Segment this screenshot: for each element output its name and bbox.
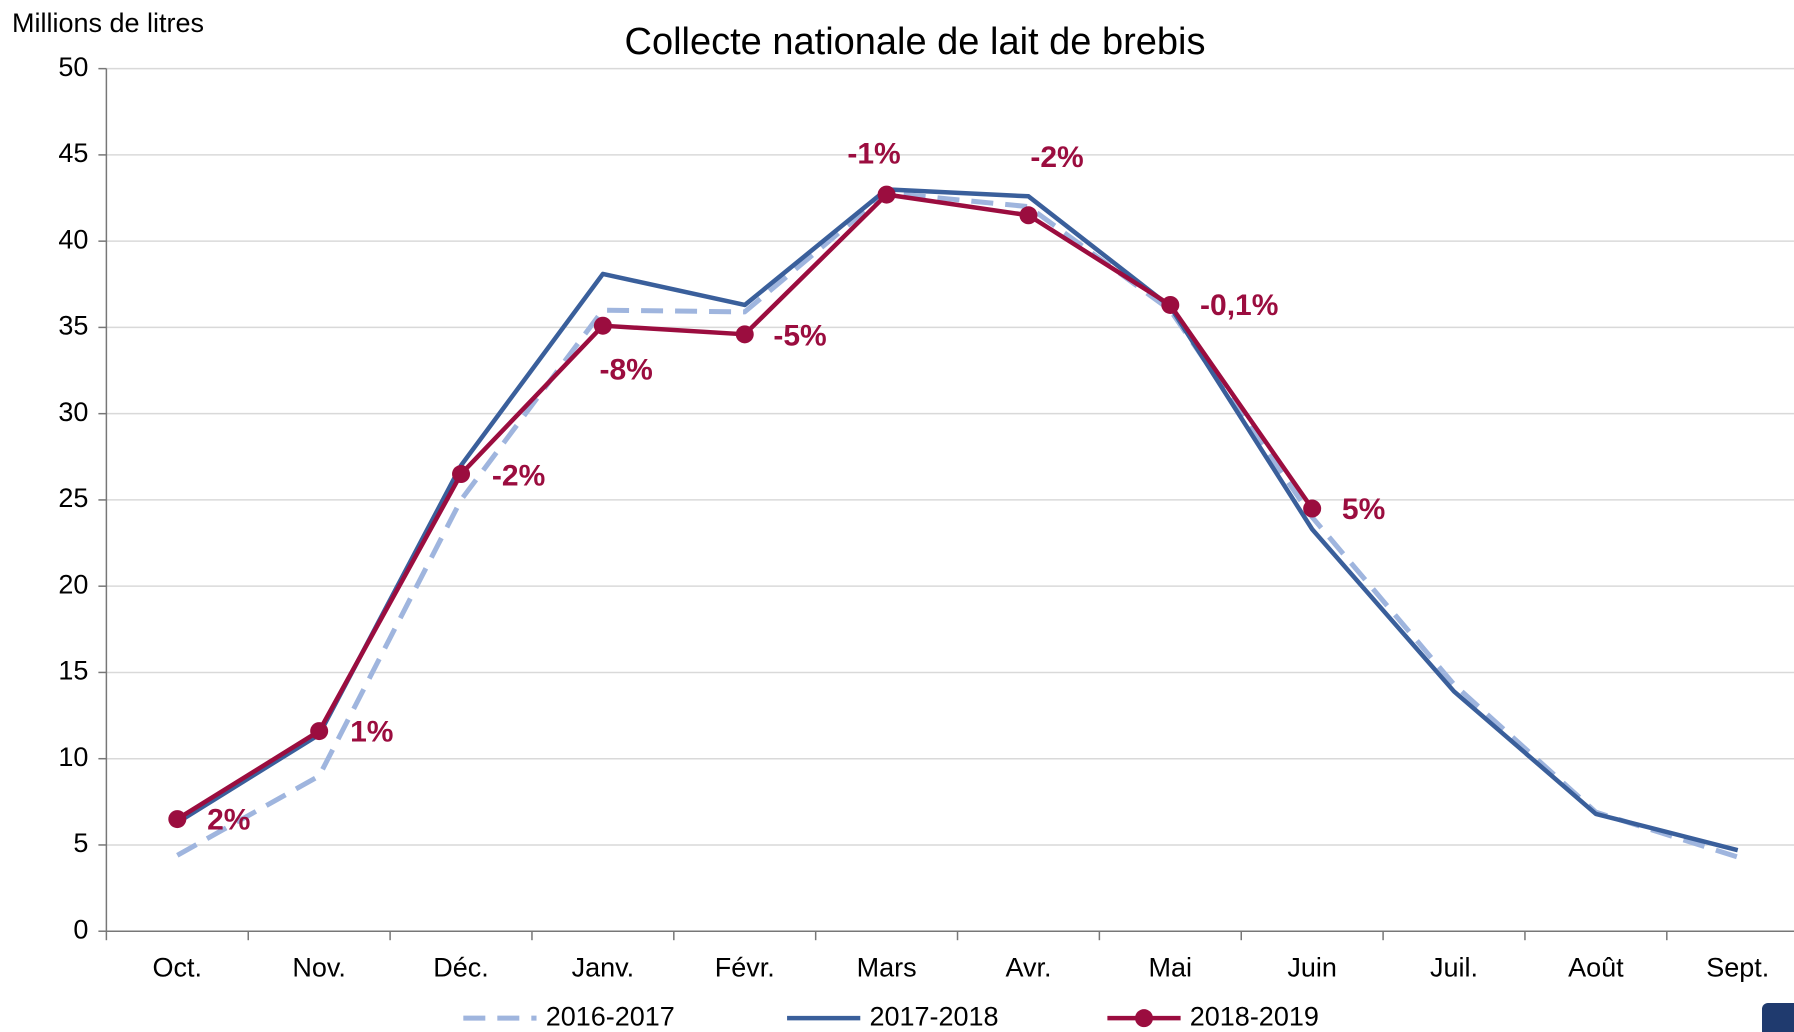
y-axis-label: Millions de litres xyxy=(12,8,204,38)
data-annotation: -5% xyxy=(773,320,826,353)
data-annotation: -2% xyxy=(1030,141,1083,174)
y-tick-label: 20 xyxy=(58,569,88,599)
x-tick-label: Juin xyxy=(1287,952,1337,982)
x-tick-label: Déc. xyxy=(433,952,489,982)
y-tick-label: 40 xyxy=(58,224,88,254)
data-annotation: 1% xyxy=(350,715,393,748)
x-tick-label: Janv. xyxy=(572,952,635,982)
point-marker xyxy=(1161,295,1180,314)
chart-title: Collecte nationale de lait de brebis xyxy=(625,21,1206,63)
x-tick-label: Nov. xyxy=(292,952,346,982)
x-tick-label: Févr. xyxy=(715,952,775,982)
point-marker xyxy=(452,465,471,484)
y-tick-label: 0 xyxy=(73,914,88,944)
point-marker xyxy=(877,185,896,204)
series-line xyxy=(176,190,1739,860)
y-tick-label: 10 xyxy=(58,742,88,772)
data-annotation: 5% xyxy=(1342,493,1385,526)
legend-label: 2017-2018 xyxy=(869,1001,998,1031)
y-tick-label: 50 xyxy=(58,52,88,82)
y-tick-label: 30 xyxy=(58,397,88,427)
data-annotation: 2% xyxy=(207,803,250,836)
point-marker xyxy=(735,325,754,344)
y-tick-label: 35 xyxy=(58,311,88,341)
x-tick-label: Juil. xyxy=(1430,952,1478,982)
data-annotation: -8% xyxy=(599,353,652,386)
x-tick-label: Avr. xyxy=(1005,952,1051,982)
legend-label: 2016-2017 xyxy=(546,1001,675,1031)
point-marker xyxy=(1303,499,1322,518)
corner-badge xyxy=(1762,1003,1794,1032)
point-marker xyxy=(593,316,612,335)
x-tick-label: Mars xyxy=(857,952,917,982)
point-marker xyxy=(310,722,329,741)
point-marker xyxy=(168,810,187,829)
data-annotation: -0,1% xyxy=(1200,289,1278,322)
point-marker xyxy=(1019,206,1038,225)
legend-marker xyxy=(1135,1009,1153,1028)
y-tick-label: 45 xyxy=(58,138,88,168)
y-tick-label: 15 xyxy=(58,656,88,686)
x-tick-label: Août xyxy=(1568,952,1624,982)
series-line xyxy=(176,187,1739,853)
x-tick-label: Sept. xyxy=(1706,952,1769,982)
legend-label: 2018-2019 xyxy=(1190,1001,1319,1031)
y-tick-label: 5 xyxy=(73,828,88,858)
x-tick-label: Mai xyxy=(1149,952,1193,982)
data-annotation: -2% xyxy=(492,459,545,492)
data-annotation: -1% xyxy=(847,138,900,171)
y-tick-label: 25 xyxy=(58,483,88,513)
x-tick-label: Oct. xyxy=(153,952,203,982)
